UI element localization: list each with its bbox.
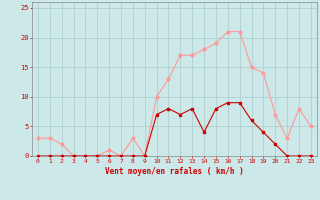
X-axis label: Vent moyen/en rafales ( km/h ): Vent moyen/en rafales ( km/h ) — [105, 167, 244, 176]
